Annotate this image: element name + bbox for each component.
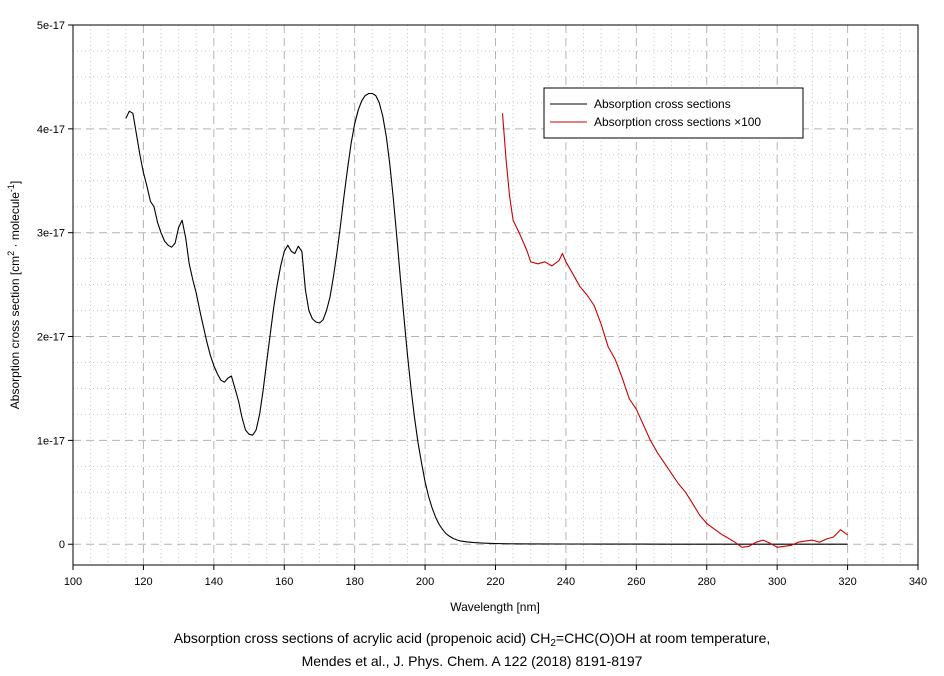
x-tick-label: 280 [698,576,716,588]
x-tick-label: 300 [768,576,786,588]
y-axis-ticks: 0 1e-17 2e-17 3e-17 4e-17 5e-17 [37,20,73,551]
caption-line-1: Absorption cross sections of acrylic aci… [173,630,771,649]
absorption-chart: 100 120 140 160 180 200 220 240 260 280 300 320 340 … [6,20,927,614]
x-axis-ticks: 100 120 140 160 180 200 220 240 260 280 300 320 340 [64,565,927,588]
x-tick-label: 180 [345,576,363,588]
y-tick-label: 3e-17 [37,228,65,240]
y-tick-label: 2e-17 [37,332,65,344]
legend: Absorption cross sections Absorption cro… [543,87,804,139]
y-tick-label: 4e-17 [37,124,65,136]
x-tick-label: 260 [627,576,645,588]
x-tick-label: 240 [557,576,575,588]
x-tick-label: 140 [205,576,223,588]
x-tick-label: 340 [909,576,927,588]
legend-entry-absorption: Absorption cross sections [594,97,731,111]
x-tick-label: 100 [64,576,82,588]
x-tick-label: 160 [275,576,293,588]
series-line-absorption-x100 [501,113,848,548]
x-tick-label: 220 [486,576,504,588]
y-tick-label: 0 [59,539,65,551]
x-tick-label: 320 [838,576,856,588]
minor-grid [73,25,918,565]
y-tick-label: 1e-17 [37,435,65,447]
legend-entry-absorption-x100: Absorption cross sections ×100 [594,115,761,129]
x-tick-label: 200 [416,576,434,588]
series-layer [125,92,848,548]
x-tick-label: 120 [134,576,152,588]
y-axis-label: Absorption cross section [cm2 · molecule… [6,181,22,409]
legend-box [543,87,804,139]
caption-line-2: Mendes et al., J. Phys. Chem. A 122 (201… [301,653,643,669]
y-tick-label: 5e-17 [37,20,65,32]
series-line-absorption [125,92,848,545]
x-axis-label: Wavelength [nm] [450,600,540,614]
